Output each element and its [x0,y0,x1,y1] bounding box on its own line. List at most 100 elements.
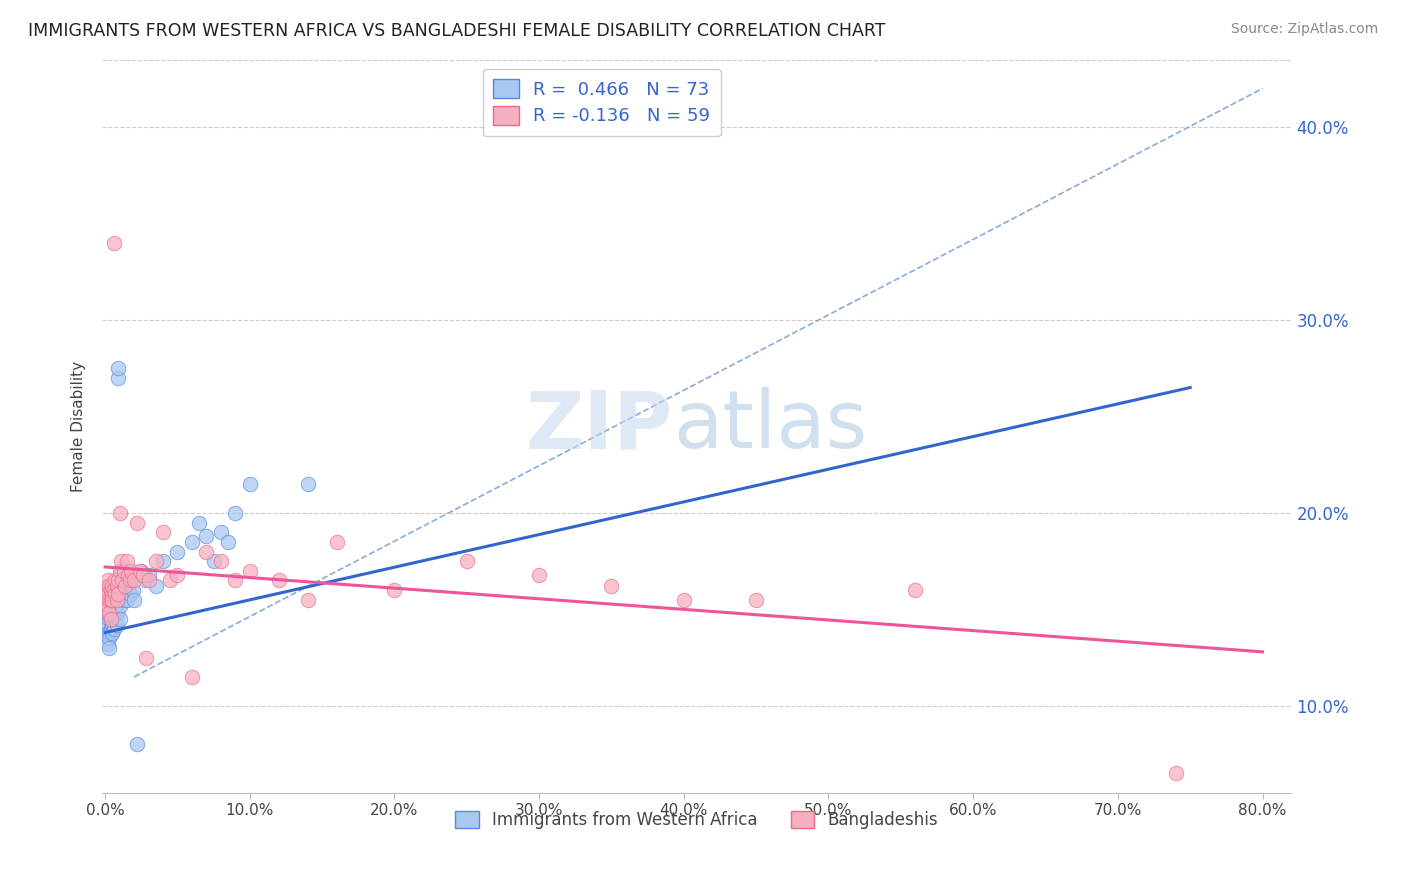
Text: ZIP: ZIP [526,387,673,465]
Point [96,592,118,607]
Point [100,583,122,598]
Point [97,583,120,598]
Point [103,602,125,616]
Point [96,602,118,616]
Point [97,574,120,588]
Point [120,574,142,588]
Point [112,564,135,578]
Point [108,583,131,598]
Point [112,574,135,588]
Point [100,622,122,636]
Point [101,592,124,607]
Point [297,592,319,607]
Point [128,564,150,578]
Point [104,612,127,626]
Point [101,579,124,593]
Point [97,625,120,640]
Point [118,587,141,601]
Point [98,612,121,626]
Point [152,554,174,568]
Point [107,587,129,601]
Point [166,567,188,582]
Point [101,579,124,593]
Point [96,583,118,598]
Point [159,574,181,588]
Point [267,574,290,588]
Point [97,587,120,601]
Point [105,617,128,632]
Point [105,592,128,607]
Text: Source: ZipAtlas.com: Source: ZipAtlas.com [1230,22,1378,37]
Point [325,534,347,549]
Point [105,579,128,593]
Point [103,612,125,626]
Point [103,622,125,636]
Point [224,506,246,520]
Point [108,599,131,613]
Point [107,574,129,588]
Point [209,525,232,540]
Point [115,554,138,568]
Point [100,606,122,620]
Point [97,599,120,613]
Point [108,612,131,626]
Point [110,564,132,578]
Point [97,615,120,630]
Point [138,574,160,588]
Point [111,579,134,593]
Point [100,583,122,598]
Point [107,587,129,601]
Point [104,587,127,601]
Point [101,587,124,601]
Point [107,371,129,385]
Point [114,579,136,593]
Point [209,554,232,568]
Point [108,506,131,520]
Point [145,579,167,593]
Point [180,534,202,549]
Point [672,592,695,607]
Point [239,477,262,491]
Point [132,567,155,582]
Point [101,606,124,620]
Point [120,564,142,578]
Point [145,554,167,568]
Point [180,670,202,684]
Point [297,477,319,491]
Point [100,612,122,626]
Point [101,625,124,640]
Point [104,592,127,607]
Point [152,525,174,540]
Point [121,583,143,598]
Point [96,606,118,620]
Point [100,592,122,607]
Point [195,544,218,558]
Point [98,632,121,646]
Legend: Immigrants from Western Africa, Bangladeshis: Immigrants from Western Africa, Banglade… [449,804,945,836]
Point [125,516,148,530]
Point [96,592,118,607]
Point [122,574,145,588]
Point [115,592,138,607]
Point [118,574,141,588]
Point [98,640,121,655]
Point [217,534,239,549]
Text: atlas: atlas [673,387,868,465]
Point [125,738,148,752]
Point [98,625,121,640]
Point [108,564,131,578]
Point [97,612,120,626]
Point [96,602,118,616]
Point [135,574,157,588]
Point [239,564,262,578]
Point [114,583,136,598]
Point [105,583,128,598]
Point [456,554,478,568]
Point [98,602,121,616]
Point [129,564,152,578]
Point [110,554,132,568]
Point [98,592,121,607]
Point [1164,766,1187,780]
Text: IMMIGRANTS FROM WESTERN AFRICA VS BANGLADESHI FEMALE DISABILITY CORRELATION CHAR: IMMIGRANTS FROM WESTERN AFRICA VS BANGLA… [28,22,886,40]
Y-axis label: Female Disability: Female Disability [72,360,86,491]
